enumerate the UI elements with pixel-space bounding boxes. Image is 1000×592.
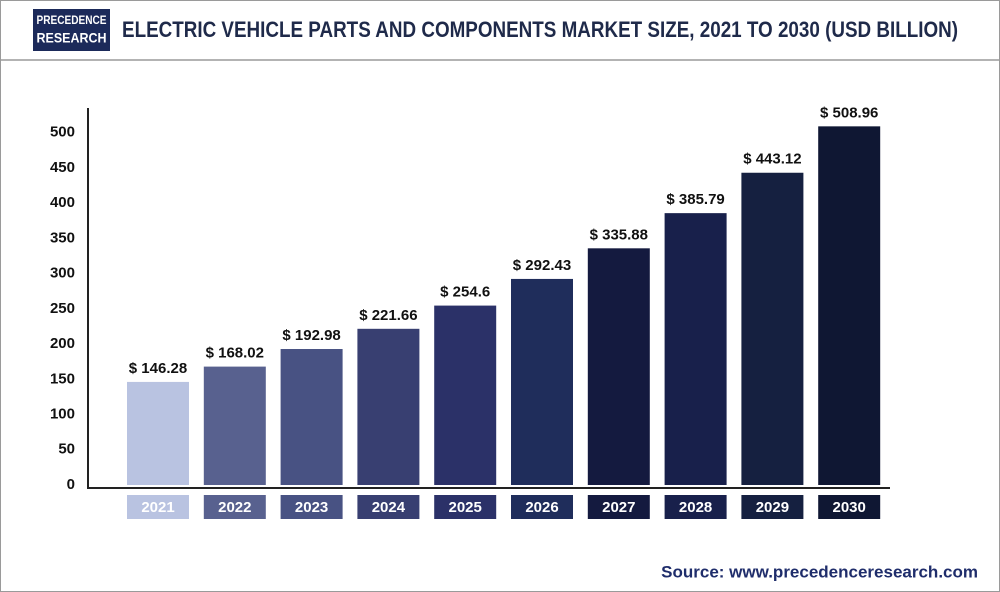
x-tick-label: 2028 <box>679 499 712 516</box>
x-tick-box <box>511 495 573 519</box>
y-tick-label: 500 <box>50 124 75 141</box>
logo-text: RESEARCH <box>37 30 107 46</box>
x-tick-label: 2027 <box>602 499 635 516</box>
y-tick-label: 0 <box>67 476 75 493</box>
y-tick-label: 350 <box>50 229 75 246</box>
logo-box <box>33 9 110 51</box>
value-label: $ 192.98 <box>282 327 340 344</box>
x-tick-label: 2024 <box>372 499 406 516</box>
y-tick-label: 50 <box>58 441 75 458</box>
bar <box>127 381 189 485</box>
bar <box>357 328 420 485</box>
x-tick-label: 2022 <box>218 499 251 516</box>
x-tick-box <box>587 495 650 519</box>
y-tick-label: 200 <box>50 335 75 352</box>
x-tick-box <box>741 495 804 519</box>
bar <box>587 248 650 485</box>
y-tick-label: 150 <box>50 370 75 387</box>
bar <box>818 126 881 486</box>
value-label: $ 254.6 <box>440 284 490 301</box>
value-label: $ 221.66 <box>359 307 417 324</box>
bar <box>434 305 497 485</box>
x-tick-label: 2023 <box>295 499 328 516</box>
y-tick-label: 250 <box>50 300 75 317</box>
chart-title: ELECTRIC VEHICLE PARTS AND COMPONENTS MA… <box>122 17 958 42</box>
value-label: $ 443.12 <box>743 151 801 168</box>
x-tick-label: 2021 <box>141 499 174 516</box>
x-tick-box <box>203 495 266 519</box>
value-label: $ 168.02 <box>206 345 264 362</box>
logo-text: PRECEDENCE <box>37 13 107 27</box>
x-tick-label: 2029 <box>756 499 789 516</box>
bar <box>280 349 343 485</box>
value-label: $ 292.43 <box>513 257 571 274</box>
x-tick-box <box>818 495 881 519</box>
x-tick-box <box>357 495 420 519</box>
value-label: $ 385.79 <box>666 191 724 208</box>
bar <box>664 213 727 486</box>
x-tick-box <box>664 495 727 519</box>
bar <box>741 172 804 485</box>
x-tick-label: 2030 <box>833 499 866 516</box>
bar <box>203 366 266 485</box>
value-label: $ 146.28 <box>129 360 187 377</box>
source: Source: www.precedenceresearch.com <box>661 562 978 581</box>
x-tick-box <box>434 495 497 519</box>
x-tick-label: 2025 <box>449 499 482 516</box>
x-tick-box <box>127 495 189 519</box>
y-tick-label: 300 <box>50 265 75 282</box>
x-tick-box <box>280 495 343 519</box>
x-tick-label: 2026 <box>525 499 558 516</box>
y-tick-label: 450 <box>50 159 75 176</box>
value-label: $ 508.96 <box>820 104 878 121</box>
bar <box>511 278 573 485</box>
value-label: $ 335.88 <box>590 226 648 243</box>
y-tick-label: 100 <box>50 406 75 423</box>
y-tick-label: 400 <box>50 194 75 211</box>
